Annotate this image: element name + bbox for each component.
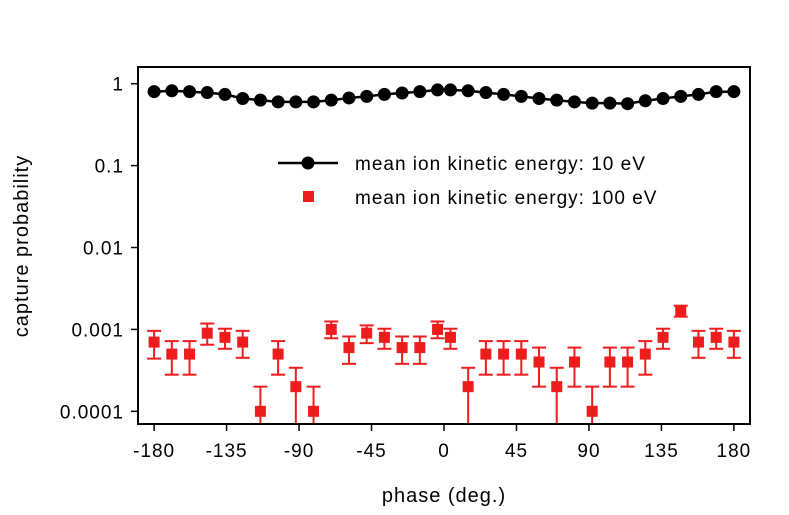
tick-layer: -180 -135 -90 -45 0 45 90 135 180 0.0001 0.001 0.01… — [60, 75, 752, 462]
point-10ev — [532, 91, 546, 105]
error-bar-100ev — [461, 366, 476, 424]
y-tick-label: 1 — [112, 75, 124, 96]
point-100ev — [432, 323, 444, 335]
point-10ev — [324, 93, 338, 107]
point-100ev — [622, 356, 634, 368]
x-tick-label: 0 — [438, 441, 450, 462]
point-100ev — [675, 305, 687, 317]
point-100ev — [219, 331, 231, 343]
point-10ev — [253, 93, 267, 107]
point-10ev — [307, 95, 321, 109]
point-10ev — [479, 86, 493, 100]
y-tick-label: 0.1 — [95, 157, 124, 178]
point-100ev — [237, 336, 249, 348]
point-100ev — [551, 381, 563, 393]
legend-marker-100ev — [303, 191, 314, 202]
point-100ev — [639, 348, 651, 360]
x-axis-label: phase (deg.) — [382, 485, 506, 507]
y-tick-label: 0.0001 — [60, 402, 124, 423]
point-10ev — [342, 91, 356, 105]
point-10ev — [147, 85, 161, 99]
point-10ev — [413, 85, 427, 99]
point-100ev — [361, 327, 373, 339]
point-10ev — [567, 95, 581, 109]
point-10ev — [271, 95, 285, 109]
point-100ev — [166, 348, 178, 360]
y-axis-label: capture probability — [11, 155, 33, 337]
point-10ev — [200, 86, 214, 100]
x-tick-label: -180 — [133, 441, 175, 462]
point-10ev — [727, 85, 741, 99]
point-100ev — [692, 336, 704, 348]
point-100ev — [378, 331, 390, 343]
point-100ev — [272, 348, 284, 360]
point-10ev — [395, 86, 409, 100]
point-100ev — [444, 331, 456, 343]
point-100ev — [414, 342, 426, 354]
y-tick-label: 0.01 — [83, 239, 124, 260]
point-10ev — [585, 96, 599, 110]
point-100ev — [604, 356, 616, 368]
point-100ev — [254, 405, 266, 417]
point-100ev — [710, 331, 722, 343]
point-10ev — [236, 91, 250, 105]
point-100ev — [498, 348, 510, 360]
point-100ev — [657, 331, 669, 343]
plot-frame — [137, 66, 751, 425]
x-tick-label: -45 — [356, 441, 386, 462]
series-layer — [147, 83, 741, 424]
error-bar-100ev — [585, 385, 600, 424]
point-100ev — [343, 342, 355, 354]
point-100ev — [325, 323, 337, 335]
point-10ev — [691, 87, 705, 101]
point-10ev — [674, 89, 688, 103]
error-bar-100ev — [288, 366, 303, 424]
point-10ev — [603, 96, 617, 110]
x-tick-label: -135 — [206, 441, 248, 462]
point-100ev — [184, 348, 196, 360]
point-10ev — [165, 84, 179, 98]
point-10ev — [183, 85, 197, 99]
y-tick-label: 0.001 — [71, 320, 124, 341]
x-tick-label: 135 — [644, 441, 679, 462]
legend-label-10ev: mean ion kinetic energy: 10 eV — [355, 154, 646, 175]
point-10ev — [550, 93, 564, 107]
point-10ev — [443, 83, 457, 97]
point-10ev — [709, 85, 723, 99]
x-tick-label: 90 — [577, 441, 600, 462]
point-100ev — [480, 348, 492, 360]
point-10ev — [621, 97, 635, 111]
point-100ev — [148, 336, 160, 348]
point-10ev — [218, 87, 232, 101]
point-100ev — [515, 348, 527, 360]
point-100ev — [290, 381, 302, 393]
point-10ev — [638, 94, 652, 108]
x-tick-label: 180 — [717, 441, 752, 462]
x-tick-label: -90 — [284, 441, 314, 462]
point-100ev — [308, 405, 320, 417]
point-10ev — [360, 89, 374, 103]
x-tick-label: 45 — [505, 441, 528, 462]
point-10ev — [497, 87, 511, 101]
legend-marker-10ev — [301, 156, 315, 170]
error-bar-100ev — [253, 385, 268, 424]
point-100ev — [568, 356, 580, 368]
point-10ev — [377, 87, 391, 101]
point-10ev — [289, 95, 303, 109]
point-100ev — [586, 405, 598, 417]
point-10ev — [431, 83, 445, 97]
point-100ev — [533, 356, 545, 368]
point-100ev — [396, 342, 408, 354]
legend: mean ion kinetic energy: 10 eV mean ion … — [278, 154, 657, 209]
point-100ev — [201, 327, 213, 339]
point-10ev — [461, 84, 475, 98]
point-10ev — [514, 89, 528, 103]
point-100ev — [462, 381, 474, 393]
legend-label-100ev: mean ion kinetic energy: 100 eV — [355, 188, 657, 209]
point-100ev — [728, 336, 740, 348]
error-bar-100ev — [549, 366, 564, 424]
point-10ev — [656, 91, 670, 105]
error-bar-100ev — [306, 385, 321, 424]
